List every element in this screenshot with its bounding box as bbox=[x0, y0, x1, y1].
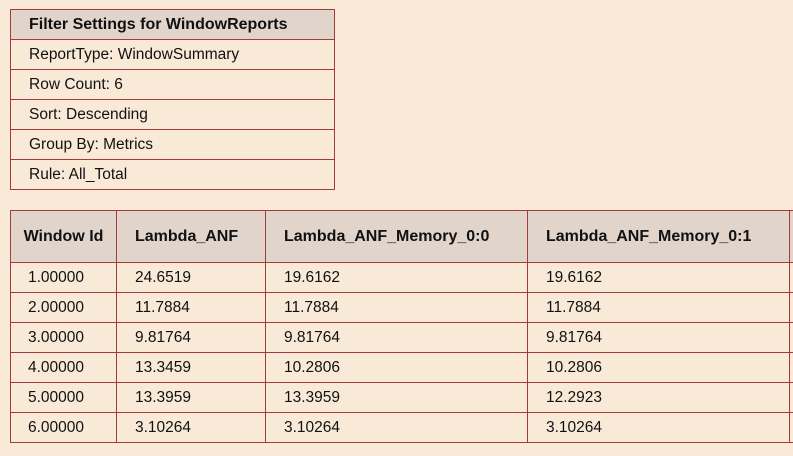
filter-group-by: Group By: Metrics bbox=[10, 129, 335, 160]
table-row: 3.00000 9.81764 9.81764 9.81764 bbox=[10, 322, 793, 353]
cell-lambda-anf-memory-0-1: 11.7884 bbox=[527, 292, 790, 323]
cell-lambda-anf: 24.6519 bbox=[116, 262, 266, 293]
table-row: 2.00000 11.7884 11.7884 11.7884 bbox=[10, 292, 793, 323]
cell-window-id: 2.00000 bbox=[10, 292, 117, 323]
filter-row-count: Row Count: 6 bbox=[10, 69, 335, 100]
column-header-overflow bbox=[789, 210, 793, 263]
cell-lambda-anf-memory-0-1: 19.6162 bbox=[527, 262, 790, 293]
filter-rule: Rule: All_Total bbox=[10, 159, 335, 190]
filter-sort: Sort: Descending bbox=[10, 99, 335, 130]
cell-overflow bbox=[789, 352, 793, 383]
window-report-table: Window Id Lambda_ANF Lambda_ANF_Memory_0… bbox=[10, 210, 793, 443]
cell-window-id: 6.00000 bbox=[10, 412, 117, 443]
filter-settings-table: Filter Settings for WindowReports Report… bbox=[10, 9, 335, 190]
cell-window-id: 1.00000 bbox=[10, 262, 117, 293]
column-header-lambda-anf: Lambda_ANF bbox=[116, 210, 266, 263]
cell-lambda-anf: 11.7884 bbox=[116, 292, 266, 323]
table-row: 5.00000 13.3959 13.3959 12.2923 bbox=[10, 382, 793, 413]
filter-report-type: ReportType: WindowSummary bbox=[10, 39, 335, 70]
cell-window-id: 5.00000 bbox=[10, 382, 117, 413]
cell-lambda-anf-memory-0-0: 11.7884 bbox=[265, 292, 528, 323]
cell-overflow bbox=[789, 382, 793, 413]
cell-window-id: 3.00000 bbox=[10, 322, 117, 353]
cell-overflow bbox=[789, 262, 793, 293]
cell-lambda-anf-memory-0-1: 12.2923 bbox=[527, 382, 790, 413]
table-row: 4.00000 13.3459 10.2806 10.2806 bbox=[10, 352, 793, 383]
column-header-lambda-anf-memory-0-1: Lambda_ANF_Memory_0:1 bbox=[527, 210, 790, 263]
cell-lambda-anf-memory-0-1: 3.10264 bbox=[527, 412, 790, 443]
cell-overflow bbox=[789, 412, 793, 443]
cell-window-id: 4.00000 bbox=[10, 352, 117, 383]
cell-overflow bbox=[789, 292, 793, 323]
column-header-lambda-anf-memory-0-0: Lambda_ANF_Memory_0:0 bbox=[265, 210, 528, 263]
cell-overflow bbox=[789, 322, 793, 353]
cell-lambda-anf: 13.3459 bbox=[116, 352, 266, 383]
filter-settings-title: Filter Settings for WindowReports bbox=[10, 9, 335, 40]
cell-lambda-anf: 9.81764 bbox=[116, 322, 266, 353]
column-header-window-id: Window Id bbox=[10, 210, 117, 263]
cell-lambda-anf-memory-0-0: 3.10264 bbox=[265, 412, 528, 443]
cell-lambda-anf-memory-0-0: 19.6162 bbox=[265, 262, 528, 293]
table-row: 6.00000 3.10264 3.10264 3.10264 bbox=[10, 412, 793, 443]
cell-lambda-anf-memory-0-1: 9.81764 bbox=[527, 322, 790, 353]
table-row: 1.00000 24.6519 19.6162 19.6162 bbox=[10, 262, 793, 293]
cell-lambda-anf-memory-0-1: 10.2806 bbox=[527, 352, 790, 383]
cell-lambda-anf-memory-0-0: 10.2806 bbox=[265, 352, 528, 383]
cell-lambda-anf: 3.10264 bbox=[116, 412, 266, 443]
cell-lambda-anf: 13.3959 bbox=[116, 382, 266, 413]
table-header-row: Window Id Lambda_ANF Lambda_ANF_Memory_0… bbox=[10, 210, 793, 263]
cell-lambda-anf-memory-0-0: 13.3959 bbox=[265, 382, 528, 413]
cell-lambda-anf-memory-0-0: 9.81764 bbox=[265, 322, 528, 353]
